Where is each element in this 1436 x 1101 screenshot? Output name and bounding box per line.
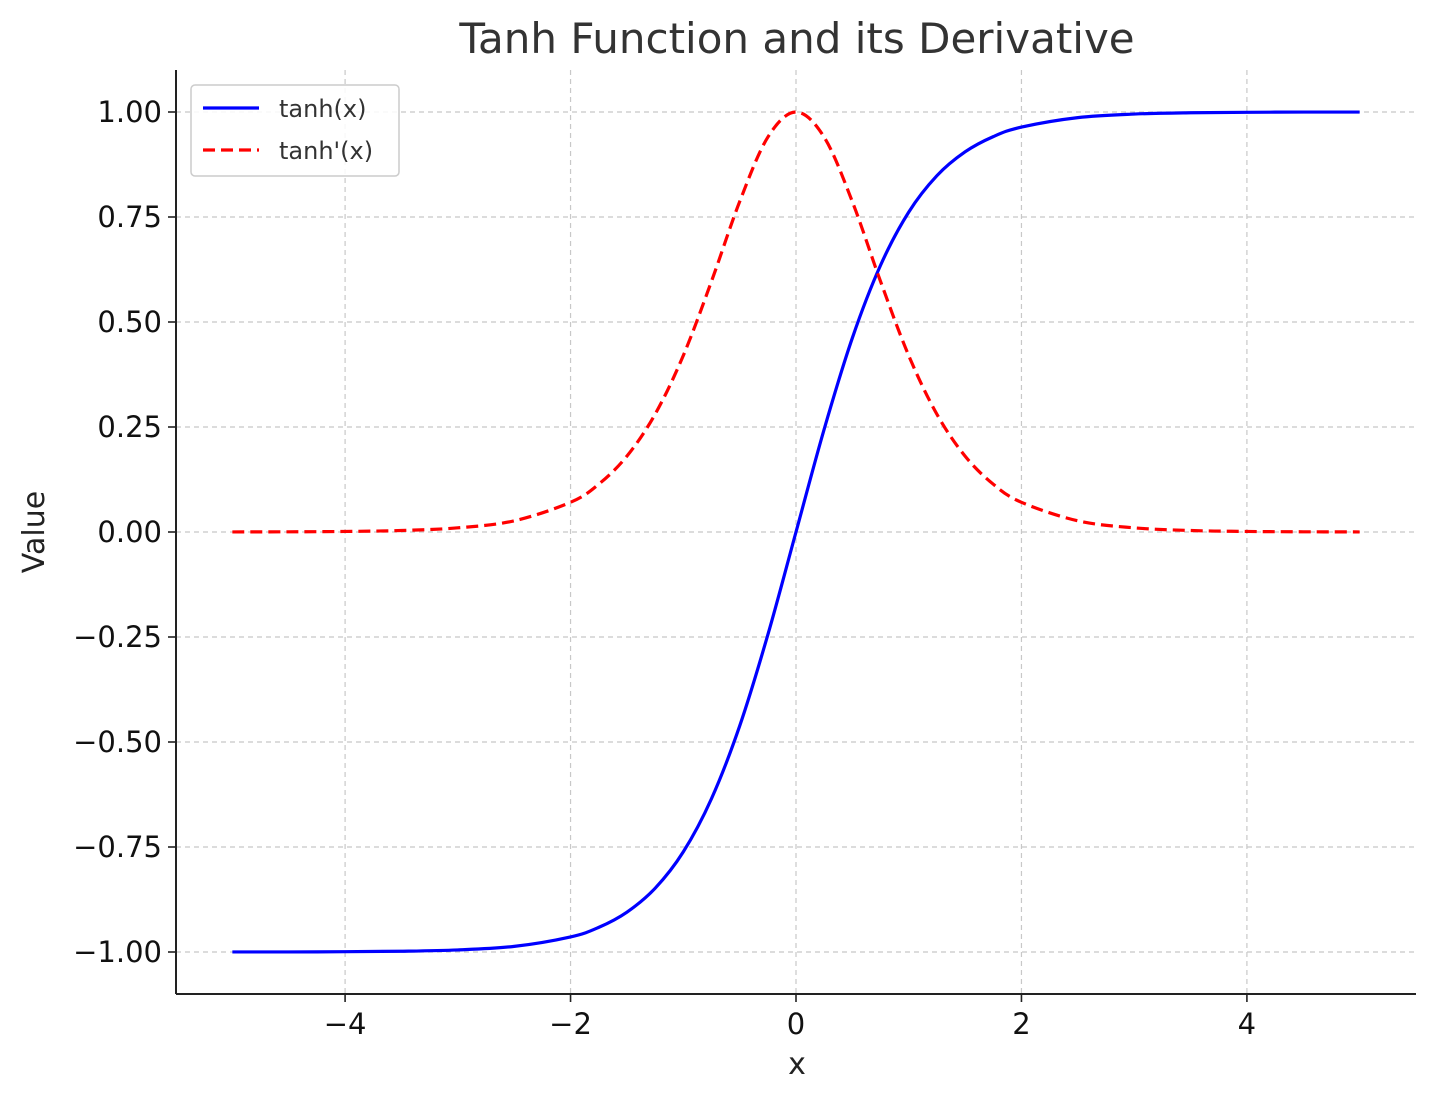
legend: tanh(x) tanh'(x) [190, 84, 400, 177]
y-tick-label: 0.25 [97, 410, 162, 444]
legend-label: tanh'(x) [279, 137, 373, 165]
legend-label: tanh(x) [279, 95, 366, 123]
y-tick-label: 0.75 [97, 200, 162, 234]
axes: −4 −2 0 2 4 −1.00 −0.75 −0.50 −0.25 0.00 0.25 0.50 0… [73, 70, 1416, 1041]
y-tick-label: −0.75 [73, 830, 162, 864]
x-tick-label: 0 [787, 1007, 805, 1041]
series-layer [232, 110, 1360, 954]
y-tick-label: −1.00 [73, 935, 162, 969]
y-tick-label: 0.50 [97, 305, 162, 339]
y-tick-label: −0.50 [73, 725, 162, 759]
y-tick-label: −0.25 [73, 620, 162, 654]
series-line-tanh-derivative [232, 110, 1360, 534]
series-line-tanh [232, 110, 1360, 954]
chart-title: Tanh Function and its Derivative [458, 14, 1134, 63]
x-tick-label: 2 [1012, 1007, 1030, 1041]
x-tick-label: −2 [549, 1007, 592, 1041]
x-tick-label: −4 [324, 1007, 367, 1041]
y-tick-label: 0.00 [97, 515, 162, 549]
x-tick-label: 4 [1238, 1007, 1256, 1041]
x-axis-label: x [788, 1047, 806, 1082]
y-tick-label: 1.00 [97, 95, 162, 129]
y-axis-label: Value [17, 491, 52, 573]
